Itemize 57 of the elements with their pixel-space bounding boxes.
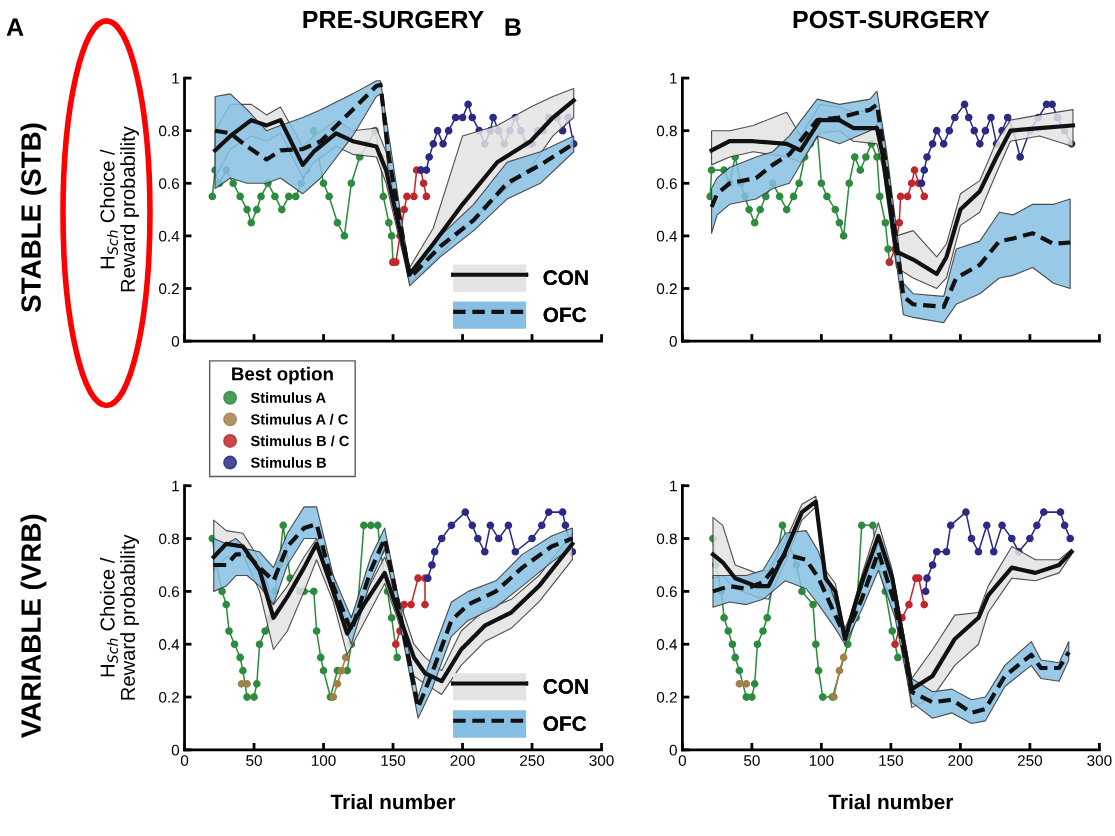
legend-label: OFC (543, 716, 587, 732)
y-tick-label: 0.4 (159, 639, 180, 650)
legend-label: Stimulus A / C (250, 413, 348, 425)
y-tick-label: 0.4 (159, 230, 180, 242)
text: VARIABLE (VRB) (20, 514, 47, 738)
text: A (6, 18, 24, 36)
y-tick-label: 0 (171, 744, 180, 756)
legend-label: Stimulus A (250, 392, 326, 403)
y-tick-label: 0 (669, 744, 677, 756)
y-tick-label: 1 (172, 73, 179, 84)
x-tick-label: 50 (744, 755, 760, 766)
y-tick-label: 0.2 (159, 283, 179, 295)
legend-label: Stimulus B / C (250, 435, 349, 447)
x-tick-label: 0 (678, 755, 687, 766)
x-tick-label: 50 (246, 755, 262, 766)
chart-title: POST-SURGERY (793, 10, 990, 29)
y-tick-label: 0.6 (159, 178, 179, 189)
y-tick-label: 0.4 (656, 230, 678, 242)
y-tick-label: 0.8 (656, 533, 677, 545)
y-tick-label: 0.2 (656, 283, 677, 295)
y-tick-label: 0.4 (656, 639, 678, 650)
y-axis-title: H$_{Sch}$ Choice / Reward probability (99, 126, 139, 292)
y-tick-label: 0 (669, 335, 677, 347)
x-tick-label: 100 (311, 755, 336, 766)
x-tick-label: 300 (1087, 755, 1112, 766)
text: B (505, 18, 521, 36)
y-tick-label: 0.8 (159, 125, 180, 137)
x-tick-label: 150 (879, 755, 904, 766)
y-tick-label: 0.6 (159, 586, 179, 598)
x-tick-label: 100 (809, 755, 834, 766)
y-tick-label: 0 (171, 335, 180, 347)
legend-label: CON (543, 270, 588, 286)
x-tick-label: 200 (450, 755, 475, 766)
y-tick-label: 0.8 (656, 125, 677, 137)
y-tick-label: 0.6 (656, 586, 677, 598)
x-axis-title: Trial number (828, 793, 954, 810)
legend-label: OFC (543, 307, 587, 323)
chart-title: PRE-SURGERY (303, 10, 484, 29)
y-tick-label: 0.6 (656, 178, 677, 189)
x-axis-title: Trial number (330, 793, 456, 810)
x-tick-label: 0 (180, 755, 189, 766)
x-tick-label: 250 (520, 755, 545, 766)
y-tick-label: 1 (670, 73, 677, 84)
x-tick-label: 250 (1017, 755, 1043, 766)
legend-label: Stimulus B (250, 457, 326, 468)
x-tick-label: 300 (589, 755, 614, 766)
y-axis-title: H$_{Sch}$ Choice / Reward probability (99, 534, 139, 700)
y-tick-label: 0.8 (159, 533, 180, 545)
y-tick-label: 0.2 (656, 691, 677, 703)
x-tick-label: 200 (948, 755, 973, 766)
y-tick-label: 0.2 (159, 691, 179, 703)
text: STABLE (STB) (20, 123, 47, 313)
legend-label: CON (543, 679, 588, 694)
y-tick-label: 1 (670, 480, 677, 492)
x-tick-label: 150 (381, 755, 406, 766)
legend-title: Best option (232, 366, 333, 385)
y-tick-label: 1 (172, 480, 179, 492)
